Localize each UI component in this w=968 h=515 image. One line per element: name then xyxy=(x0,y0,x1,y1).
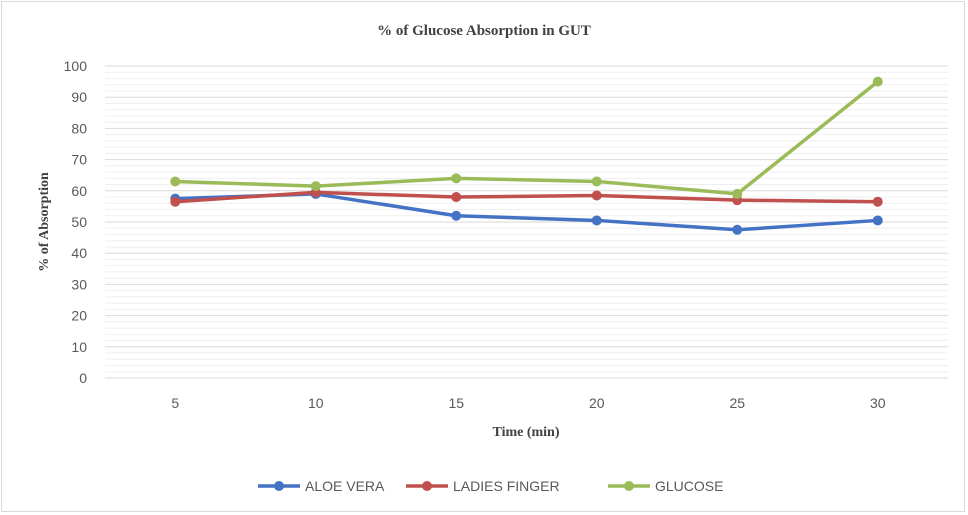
data-point xyxy=(732,188,743,199)
x-axis-ticks: 5 10 15 20 25 30 xyxy=(171,395,885,411)
y-tick-label: 50 xyxy=(71,214,87,230)
series-line xyxy=(173,79,880,196)
y-tick-label: 70 xyxy=(71,152,87,168)
data-point xyxy=(872,196,883,207)
y-tick-label: 20 xyxy=(71,308,87,324)
legend-item: ALOE VERA xyxy=(258,478,385,494)
y-tick-label: 60 xyxy=(71,183,87,199)
chart-title: % of Glucose Absorption in GUT xyxy=(377,23,591,39)
series-group xyxy=(170,76,883,235)
x-tick-label: 20 xyxy=(589,395,605,411)
legend: ALOE VERA LADIES FINGER GLUCOSE xyxy=(258,478,723,494)
data-point xyxy=(170,196,181,207)
data-point xyxy=(451,173,462,184)
y-axis-ticks: 0 10 20 30 40 50 60 70 80 90 100 xyxy=(64,58,88,386)
series-2 xyxy=(170,76,883,199)
data-point xyxy=(451,192,462,203)
x-tick-label: 5 xyxy=(171,395,179,411)
data-point xyxy=(732,224,743,235)
legend-item: GLUCOSE xyxy=(608,478,723,494)
data-point xyxy=(451,210,462,221)
y-tick-label: 30 xyxy=(71,276,87,292)
gridlines xyxy=(105,65,948,379)
y-tick-label: 90 xyxy=(71,89,87,105)
y-axis-title: % of Absorption xyxy=(37,172,52,272)
data-point xyxy=(872,215,883,226)
data-point xyxy=(591,215,602,226)
series-line xyxy=(173,190,880,204)
x-tick-label: 25 xyxy=(729,395,745,411)
y-tick-label: 0 xyxy=(79,370,87,386)
legend-swatch-marker xyxy=(624,481,634,491)
legend-label: LADIES FINGER xyxy=(453,478,560,494)
x-axis-title: Time (min) xyxy=(492,425,559,440)
data-point xyxy=(872,76,883,87)
legend-swatch-marker xyxy=(422,481,432,491)
legend-swatch-marker xyxy=(274,481,284,491)
y-tick-label: 40 xyxy=(71,245,87,261)
x-tick-label: 30 xyxy=(870,395,886,411)
x-tick-label: 10 xyxy=(308,395,324,411)
data-point xyxy=(591,176,602,187)
data-point xyxy=(591,190,602,201)
data-point xyxy=(310,181,321,192)
y-tick-label: 100 xyxy=(64,58,88,74)
y-tick-label: 10 xyxy=(71,339,87,355)
x-tick-label: 15 xyxy=(448,395,464,411)
legend-item: LADIES FINGER xyxy=(406,478,560,494)
data-point xyxy=(170,176,181,187)
legend-label: ALOE VERA xyxy=(305,478,385,494)
y-tick-label: 80 xyxy=(71,120,87,136)
legend-label: GLUCOSE xyxy=(655,478,723,494)
